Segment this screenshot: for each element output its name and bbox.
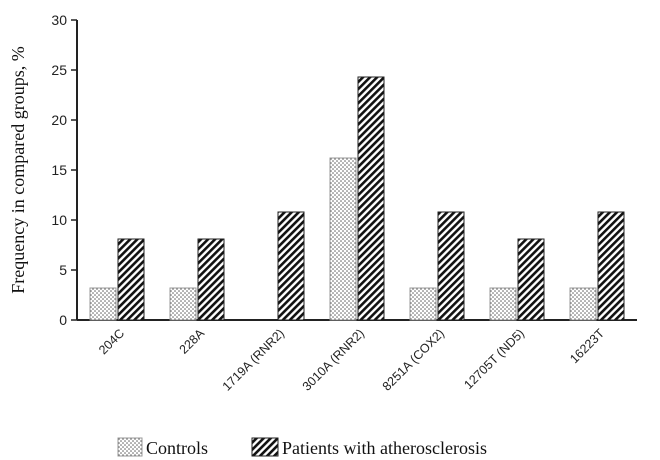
legend-label-controls: Controls: [146, 438, 208, 458]
patients-bar-1: [117, 238, 145, 321]
y-tick-label: 0: [59, 312, 67, 328]
patients-bar-4: [357, 76, 385, 321]
x-tick-label: 1719A (RNR2): [220, 326, 287, 393]
x-tick-label: 8251A (COX2): [380, 326, 447, 393]
patients-bar-7: [597, 211, 625, 321]
controls-bar-1: [89, 287, 117, 321]
y-tick-label: 15: [51, 162, 67, 178]
patients-bar-2: [197, 238, 225, 321]
patients-bar-5: [437, 211, 465, 321]
controls-bar-6: [489, 287, 517, 321]
x-tick-label: 3010A (RNR2): [300, 326, 367, 393]
x-tick-label: 228A: [177, 326, 208, 357]
y-axis-label: Frequency in compared groups, %: [8, 46, 28, 293]
controls-bar-2: [169, 287, 197, 321]
patients-bar-6: [517, 238, 545, 321]
y-tick-label: 20: [51, 112, 67, 128]
y-tick-label: 10: [51, 212, 67, 228]
y-tick-label: 5: [59, 262, 67, 278]
x-tick-label: 204C: [96, 326, 127, 357]
patients-bar-3: [277, 211, 305, 321]
legend-swatch-patients: [251, 437, 279, 457]
controls-bar-7: [569, 287, 597, 321]
y-tick-label: 30: [51, 12, 67, 28]
x-tick-label: 12705T (ND5): [461, 326, 527, 392]
y-tick-label: 25: [51, 62, 67, 78]
legend-label-patients: Patients with atherosclerosis: [282, 438, 487, 458]
legend-swatch-controls: [117, 437, 143, 457]
controls-bar-4: [329, 157, 357, 321]
x-tick-label: 16223T: [567, 326, 607, 366]
controls-bar-5: [409, 287, 437, 321]
